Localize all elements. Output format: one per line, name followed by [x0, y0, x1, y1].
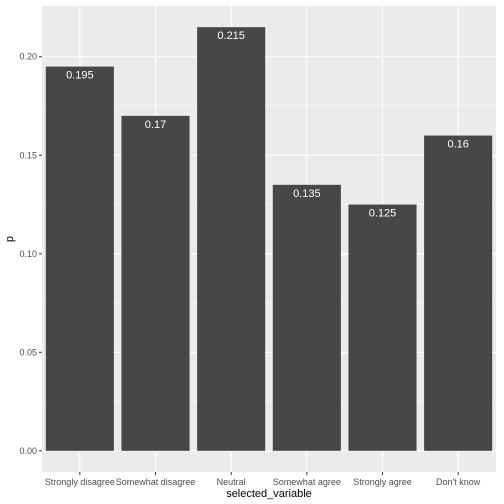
bar-data-label: 0.215: [217, 30, 245, 42]
bar: [424, 135, 493, 451]
bar-data-label: 0.16: [447, 139, 468, 151]
bar: [197, 27, 266, 451]
x-axis-title: selected_variable: [226, 488, 312, 500]
y-axis-title: p: [4, 236, 16, 242]
y-tick-label: 0.00: [19, 446, 37, 456]
bar-labels-group: 0.195 0.17 0.215 0.135 0.125 0.16: [66, 30, 469, 219]
plot-panel: [42, 6, 496, 472]
bar-data-label: 0.17: [145, 119, 166, 131]
y-tick-label: 0.05: [19, 347, 37, 357]
minor-gridlines: [42, 105, 496, 402]
x-tick-label: Strongly disagree: [45, 477, 115, 487]
y-tick-label: 0.10: [19, 249, 37, 259]
bar: [348, 204, 417, 451]
bar-data-label: 0.135: [293, 188, 321, 200]
bar: [272, 184, 341, 451]
x-tick-label: Somewhat disagree: [116, 477, 196, 487]
bar: [45, 66, 114, 451]
bars-group: [45, 27, 493, 451]
bar-data-label: 0.125: [369, 208, 397, 220]
y-tick-label: 0.15: [19, 150, 37, 160]
x-tick-label: Strongly agree: [353, 477, 412, 487]
x-axis: Strongly disagree Somewhat disagree Neutra…: [45, 472, 481, 487]
y-axis: 0.00 0.05 0.10 0.15 0.20: [19, 52, 42, 456]
bar-data-label: 0.195: [66, 70, 94, 82]
y-tick-label: 0.20: [19, 52, 37, 62]
x-tick-label: Neutral: [217, 477, 246, 487]
x-tick-label: Somewhat agree: [273, 477, 341, 487]
x-tick-label: Don't know: [436, 477, 481, 487]
bar: [121, 115, 190, 451]
